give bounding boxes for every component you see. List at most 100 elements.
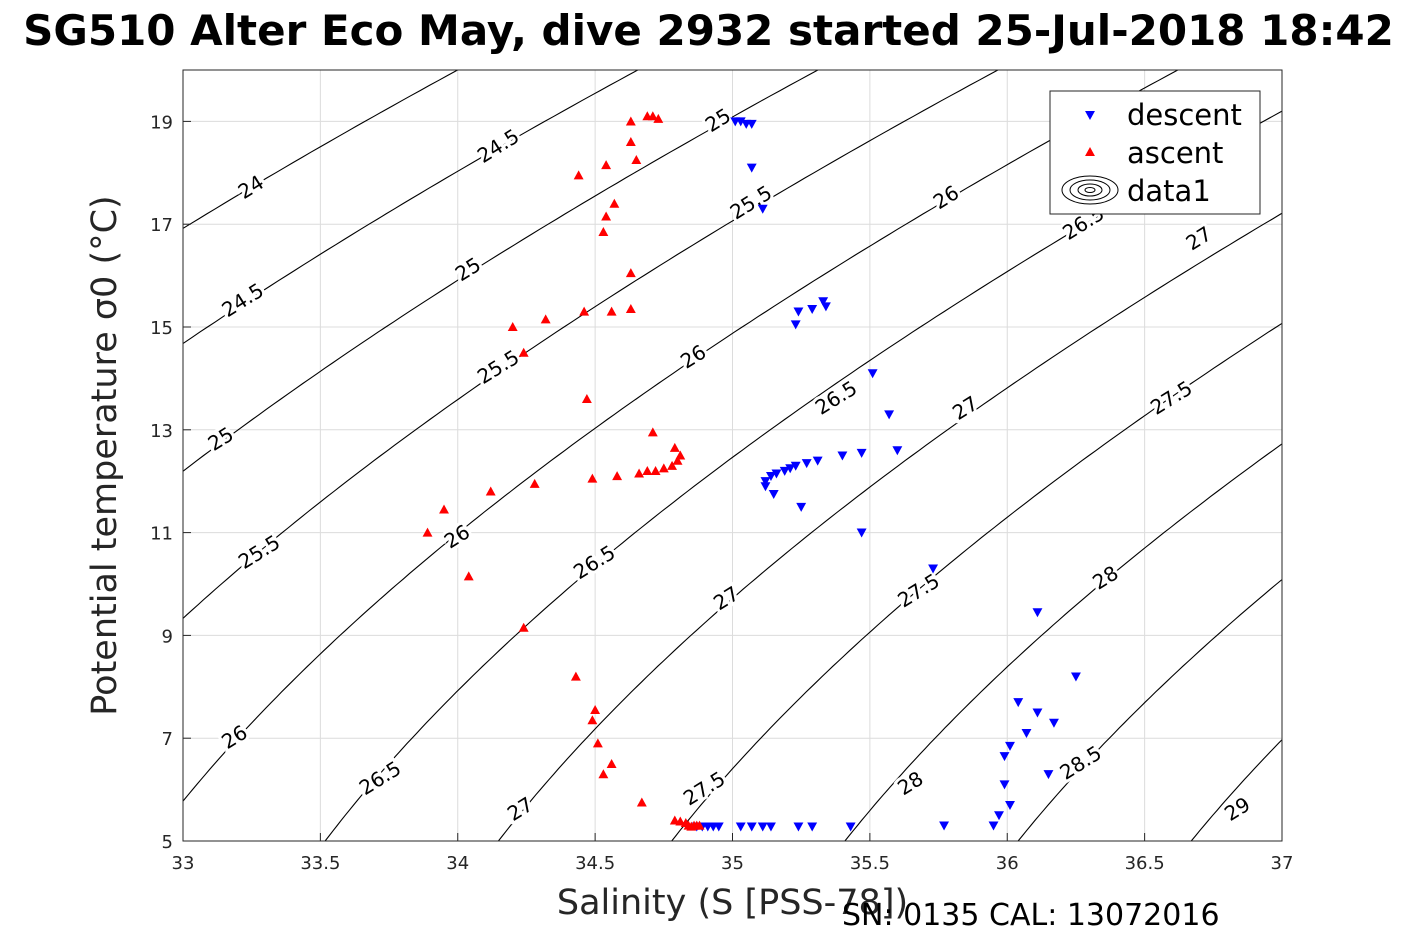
contour-line — [183, 70, 639, 345]
ascent-point — [518, 622, 529, 632]
descent-point — [1049, 718, 1059, 728]
descent-point — [757, 204, 768, 214]
ascent-point — [507, 322, 518, 332]
contour-line — [671, 322, 1282, 841]
contour-line — [183, 70, 819, 472]
x-tick-label: 35.5 — [850, 853, 890, 874]
contour-label: 28 — [1088, 561, 1122, 595]
ascent-point — [606, 306, 617, 316]
contour-label: 27.5 — [679, 766, 729, 810]
descent-point — [746, 822, 757, 832]
contour-label: 24.5 — [217, 278, 267, 322]
contour-label: 26 — [676, 340, 710, 374]
descent-point — [1005, 800, 1015, 810]
descent-point — [892, 446, 903, 456]
descent-point — [790, 461, 801, 471]
legend-entry-ascent: ascent — [1127, 136, 1223, 170]
x-tick-label: 34 — [446, 853, 469, 874]
descent-point — [856, 448, 867, 458]
contour-label: 25.5 — [726, 180, 776, 224]
contour-label: 26.5 — [811, 376, 861, 420]
contour-label: 25.5 — [473, 345, 523, 389]
descent-point — [766, 472, 776, 482]
descent-point — [746, 163, 757, 173]
y-tick-label: 17 — [150, 215, 173, 236]
descent-point — [1070, 672, 1081, 682]
y-tick-label: 7 — [162, 729, 173, 750]
density-contours — [183, 70, 1282, 841]
descent-point — [766, 822, 776, 832]
x-tick-label: 36.5 — [1125, 853, 1165, 874]
descent-point — [1032, 608, 1043, 618]
ascent-point — [667, 460, 678, 470]
descent-point — [812, 456, 823, 466]
ascent-point — [625, 304, 636, 314]
y-tick-label: 11 — [150, 524, 173, 545]
descent-point — [1021, 729, 1032, 739]
ascent-point — [592, 738, 603, 748]
descent-point — [988, 821, 999, 831]
descent-point — [785, 464, 796, 474]
descent-point — [796, 502, 807, 512]
contour-line — [1017, 578, 1282, 841]
descent-point — [746, 119, 757, 129]
ascent-point — [642, 465, 653, 475]
contour-line — [183, 70, 1179, 803]
legend-contour-icon — [1084, 187, 1096, 193]
ascent-point — [625, 137, 636, 147]
y-tick-label: 19 — [150, 112, 173, 133]
contour-label: 26.5 — [569, 540, 619, 584]
descent-point — [735, 822, 746, 832]
descent-point — [757, 822, 768, 832]
ascent-point — [601, 211, 612, 221]
y-tick-label: 13 — [150, 421, 173, 442]
contour-line — [844, 443, 1282, 841]
y-axis-label: Potential temperature σ0 (°C) — [85, 195, 125, 715]
descent-point — [801, 459, 812, 469]
descent-point — [867, 369, 878, 379]
descent-point — [760, 477, 771, 487]
x-tick-label: 34.5 — [575, 853, 615, 874]
x-tick-label: 33.5 — [300, 853, 340, 874]
ascent-point — [653, 113, 664, 123]
ascent-point — [540, 314, 551, 324]
ascent-point — [631, 155, 642, 164]
axis-ticks: 33 33.5 34 34.5 35 35.5 36 36.5 37 5 7 9 11 13 15 17 19 — [150, 112, 1293, 874]
descent-point — [837, 451, 848, 461]
ascent-point — [658, 463, 669, 473]
ascent-point — [609, 198, 620, 208]
x-tick-label: 37 — [1271, 853, 1294, 874]
ascent-point — [694, 820, 705, 830]
contour-label: 25 — [204, 422, 238, 456]
descent-point — [939, 821, 950, 831]
descent-point — [818, 297, 829, 307]
descent-point — [928, 564, 939, 574]
contour-line — [497, 212, 1282, 841]
ascent-point — [672, 455, 683, 465]
descent-point — [1043, 770, 1054, 780]
ascent-point — [485, 486, 496, 496]
ascent-point — [601, 160, 612, 170]
contour-line — [183, 70, 999, 620]
ascent-point — [529, 478, 540, 488]
ascent-point — [675, 816, 686, 826]
x-tick-label: 35 — [721, 853, 744, 874]
ascent-point — [422, 527, 433, 537]
descent-point — [999, 752, 1010, 762]
legend-contour-icon — [1077, 183, 1103, 197]
chart-title: SG510 Alter Eco May, dive 2932 started 2… — [23, 6, 1394, 55]
legend-entry-data1: data1 — [1127, 174, 1211, 208]
contour-label: 27.5 — [1146, 376, 1196, 420]
ascent-point — [650, 465, 661, 475]
descent-point — [735, 117, 746, 127]
ascent-point — [570, 671, 581, 681]
y-tick-label: 15 — [150, 318, 173, 339]
ascent-series — [422, 111, 705, 831]
descent-point — [845, 822, 856, 832]
ascent-point — [439, 504, 449, 514]
contour-label: 24 — [234, 170, 268, 204]
footer-note: SN: 0135 CAL: 13072016 — [842, 898, 1220, 933]
contour-label: 27 — [503, 792, 537, 826]
contour-label: 27 — [1182, 221, 1216, 255]
legend-box — [1049, 90, 1261, 215]
